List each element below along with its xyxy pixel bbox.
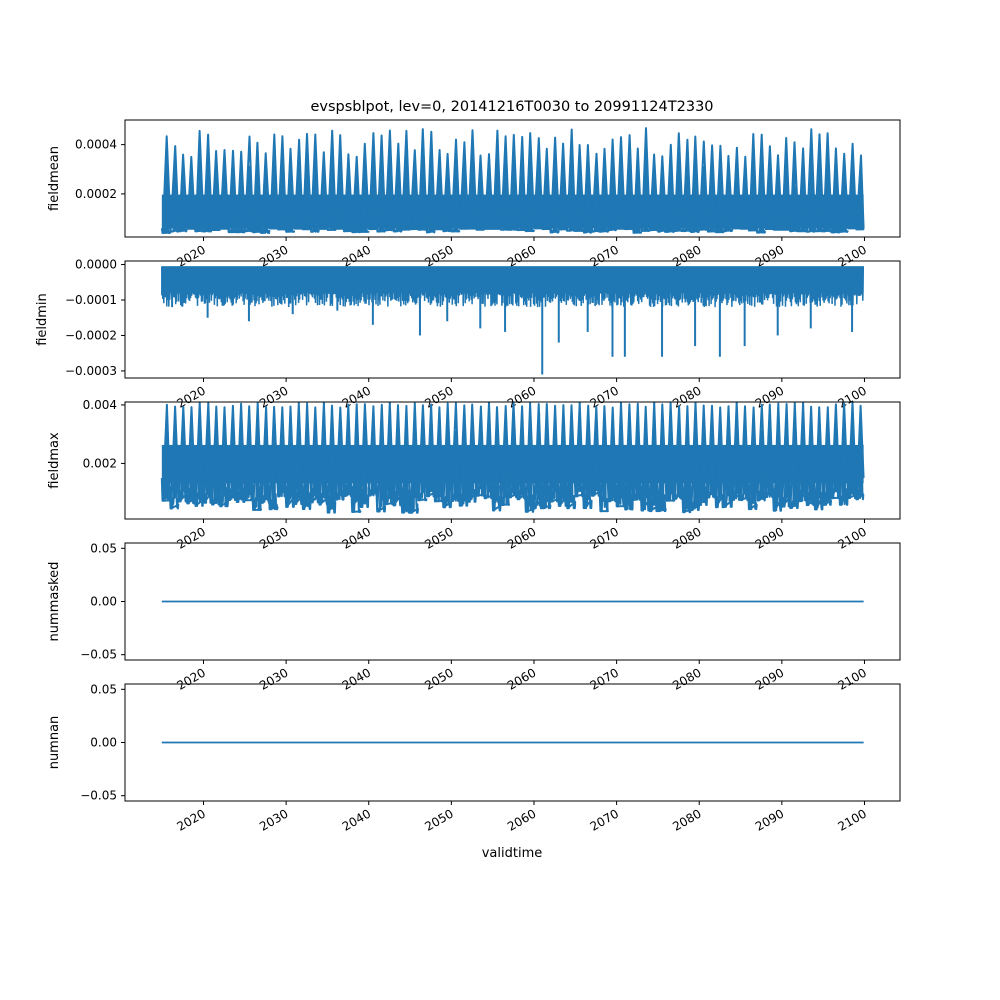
series-fieldmin bbox=[161, 266, 865, 375]
chart-title: evspsblpot, lev=0, 20141216T0030 to 2099… bbox=[310, 99, 713, 115]
y-tick-label: 0.0004 bbox=[75, 138, 117, 152]
y-tick-label: −0.05 bbox=[80, 648, 117, 662]
series-fieldmean bbox=[160, 127, 865, 234]
y-tick-label: 0.00 bbox=[90, 595, 117, 609]
y-tick-label: 0.05 bbox=[90, 682, 117, 696]
y-tick-label: −0.0001 bbox=[65, 293, 117, 307]
y-axis-label: nummasked bbox=[47, 562, 62, 642]
axes-frame bbox=[124, 260, 901, 379]
y-tick-label: 0.0002 bbox=[75, 187, 117, 201]
axes-frame bbox=[124, 119, 901, 238]
series-fieldmax bbox=[160, 402, 865, 514]
y-axis-label: fieldmax bbox=[47, 432, 62, 489]
y-tick-label: 0.0000 bbox=[75, 258, 117, 272]
y-axis-label: fieldmean bbox=[47, 146, 62, 211]
y-axis-label: numnan bbox=[47, 716, 62, 770]
y-tick-label: −0.05 bbox=[80, 789, 117, 803]
y-tick-label: 0.002 bbox=[83, 456, 117, 470]
y-tick-label: 0.05 bbox=[90, 541, 117, 555]
y-axis-label: fieldmin bbox=[35, 293, 50, 346]
series-line bbox=[160, 127, 865, 234]
y-tick-label: −0.0002 bbox=[65, 328, 117, 342]
axes-frame bbox=[124, 401, 901, 520]
y-tick-label: 0.004 bbox=[83, 398, 117, 412]
series-line bbox=[160, 402, 865, 514]
series-line bbox=[161, 266, 865, 308]
y-tick-label: 0.00 bbox=[90, 736, 117, 750]
y-tick-label: −0.0003 bbox=[65, 364, 117, 378]
x-axis-label: validtime bbox=[482, 846, 543, 861]
